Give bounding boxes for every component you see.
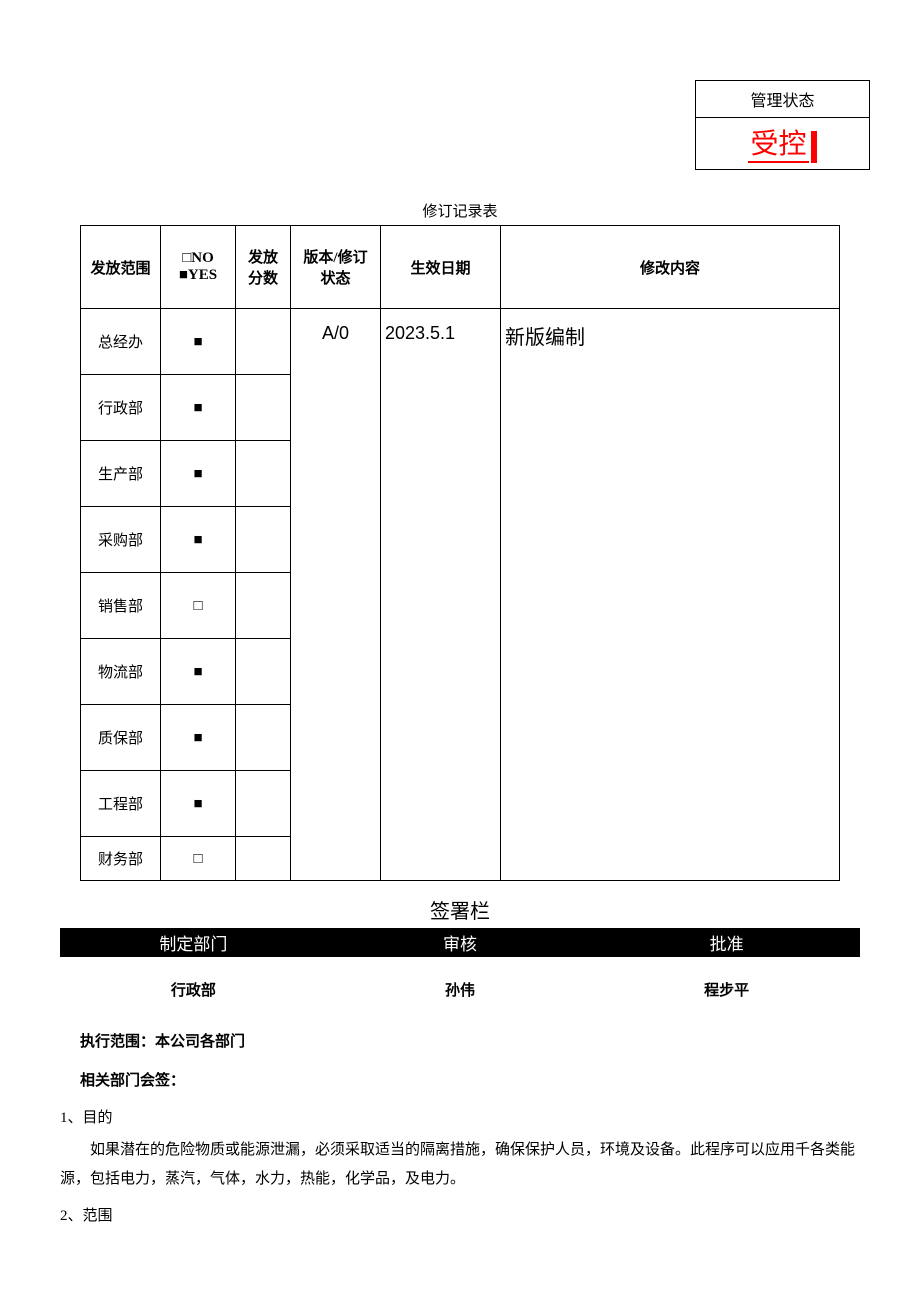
revision-table: 发放范围 □NO ■YES 发放 分数 版本/修订 状态 生效日期 修改内容: [80, 225, 840, 881]
dept-cell: 质保部: [81, 705, 161, 771]
sign-val-review: 孙伟: [327, 957, 594, 1010]
dept-cell: 财务部: [81, 837, 161, 881]
th-content: 修改内容: [501, 226, 840, 309]
sign-th-review: 审核: [327, 928, 594, 957]
status-bar-icon: [811, 131, 817, 163]
dept-cell: 行政部: [81, 375, 161, 441]
th-score-l2: 分数: [248, 271, 278, 287]
score-cell: [236, 375, 291, 441]
sign-val-approve: 程步平: [593, 957, 860, 1010]
mark-cell: ■: [161, 441, 236, 507]
table-row: 总经办 ■ A/0 2023.5.1 新版编制: [81, 309, 840, 375]
content-cell: 新版编制: [501, 309, 840, 881]
score-cell: [236, 507, 291, 573]
th-score-l1: 发放: [248, 250, 278, 266]
sign-val-dept: 行政部: [60, 957, 327, 1010]
section-2-heading: 2、范围: [60, 1203, 860, 1230]
score-cell: [236, 639, 291, 705]
th-version-l1: 版本/修订: [303, 250, 367, 266]
status-body: 受控: [696, 118, 869, 169]
section-1-heading: 1、目的: [60, 1105, 860, 1132]
score-cell: [236, 309, 291, 375]
signature-table: 制定部门 审核 批准 行政部 孙伟 程步平: [60, 928, 860, 1010]
th-yesno-yes: ■YES: [179, 267, 217, 283]
signature-title: 签署栏: [30, 895, 890, 924]
dept-cell: 销售部: [81, 573, 161, 639]
date-cell: 2023.5.1: [381, 309, 501, 881]
mark-cell: ■: [161, 705, 236, 771]
version-cell: A/0: [291, 309, 381, 881]
status-box: 管理状态 受控: [695, 80, 870, 170]
th-date: 生效日期: [381, 226, 501, 309]
mark-cell: ■: [161, 639, 236, 705]
dept-cell: 总经办: [81, 309, 161, 375]
status-stamp: 受控: [748, 130, 808, 163]
dept-cell: 工程部: [81, 771, 161, 837]
score-cell: [236, 441, 291, 507]
th-version: 版本/修订 状态: [291, 226, 381, 309]
th-version-l2: 状态: [320, 271, 350, 287]
dept-cell: 物流部: [81, 639, 161, 705]
th-yesno: □NO ■YES: [161, 226, 236, 309]
dept-cell: 采购部: [81, 507, 161, 573]
mark-cell: ■: [161, 375, 236, 441]
section-1-body: 如果潜在的危险物质或能源泄漏，必须采取适当的隔离措施，确保保护人员，环境及设备。…: [60, 1136, 860, 1193]
status-header: 管理状态: [696, 81, 869, 118]
exec-scope: 执行范围：本公司各部门: [80, 1028, 840, 1057]
score-cell: [236, 771, 291, 837]
th-yesno-no: □NO: [182, 250, 214, 266]
score-cell: [236, 837, 291, 881]
revision-tbody: 总经办 ■ A/0 2023.5.1 新版编制 行政部 ■ 生产部 ■ 采购部 …: [81, 309, 840, 881]
th-score: 发放 分数: [236, 226, 291, 309]
mark-cell: ■: [161, 309, 236, 375]
sign-th-dept: 制定部门: [60, 928, 327, 957]
score-cell: [236, 705, 291, 771]
th-scope: 发放范围: [81, 226, 161, 309]
dept-cell: 生产部: [81, 441, 161, 507]
mark-cell: □: [161, 573, 236, 639]
score-cell: [236, 573, 291, 639]
mark-cell: □: [161, 837, 236, 881]
mark-cell: ■: [161, 771, 236, 837]
sign-th-approve: 批准: [593, 928, 860, 957]
revision-table-title: 修订记录表: [30, 200, 890, 221]
mark-cell: ■: [161, 507, 236, 573]
cosign-label: 相关部门会签：: [80, 1067, 840, 1096]
